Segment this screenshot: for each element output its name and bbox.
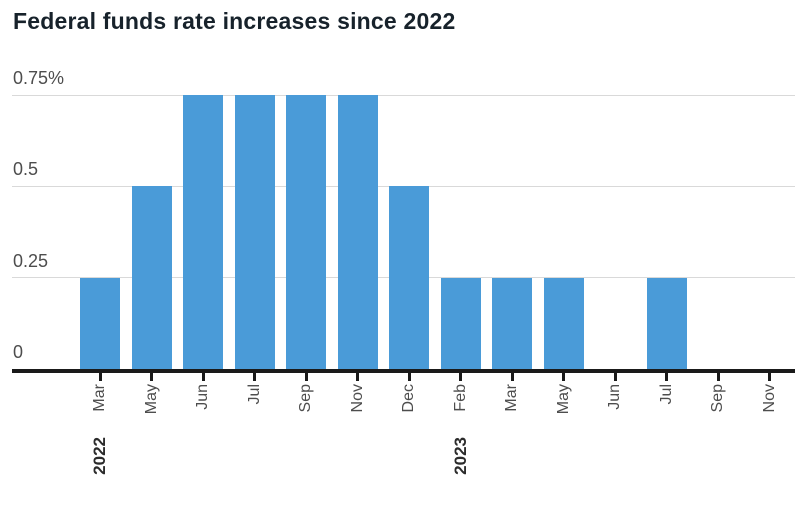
x-axis-tick [253, 373, 256, 381]
y-axis-tick-label: 0.75% [13, 68, 65, 88]
gridline-0.75 [12, 95, 795, 96]
x-axis-tick [305, 373, 308, 381]
bar-jun-2 [183, 95, 223, 369]
bar-may-1 [132, 186, 172, 369]
x-axis-tick-label: Sep [709, 384, 726, 413]
x-axis-tick [511, 373, 514, 381]
bar-jul-11 [647, 278, 687, 369]
x-axis-tick-label: Sep [297, 384, 314, 413]
x-axis-tick [459, 373, 462, 381]
y-axis-tick-label: 0 [13, 342, 24, 362]
chart-title: Federal funds rate increases since 2022 [13, 8, 456, 34]
bar-feb-7 [441, 278, 481, 369]
x-axis-tick-label: Dec [400, 384, 417, 413]
year-label-2023: 2023 [451, 437, 470, 475]
x-axis-tick [562, 373, 565, 381]
x-axis-tick-label: Feb [452, 384, 469, 412]
y-axis-tick-label: 0.25 [13, 251, 49, 271]
x-axis-tick-label: Jul [246, 384, 263, 405]
bar-dec-6 [389, 186, 429, 369]
x-axis-tick-label: Jun [606, 384, 623, 410]
x-axis-tick-label: Jul [658, 384, 675, 405]
x-axis-tick-label: Mar [91, 384, 108, 412]
x-axis-tick [665, 373, 668, 381]
x-axis-tick-label: Nov [349, 384, 366, 413]
bar-sep-4 [286, 95, 326, 369]
bar-jul-3 [235, 95, 275, 369]
x-axis-tick-label: Nov [761, 384, 778, 413]
x-axis-tick-label: May [143, 384, 160, 415]
x-axis-tick [717, 373, 720, 381]
x-axis-tick [408, 373, 411, 381]
x-axis-tick [99, 373, 102, 381]
x-axis-tick [150, 373, 153, 381]
y-axis-tick-label: 0.5 [13, 159, 39, 179]
x-axis-tick-label: Jun [194, 384, 211, 410]
bar-nov-5 [338, 95, 378, 369]
x-axis-tick [356, 373, 359, 381]
year-label-2022: 2022 [90, 437, 109, 475]
x-axis-tick [768, 373, 771, 381]
x-axis-tick-label: Mar [503, 384, 520, 412]
x-axis-tick [202, 373, 205, 381]
x-axis-tick [614, 373, 617, 381]
bar-may-9 [544, 278, 584, 369]
bar-mar-8 [492, 278, 532, 369]
x-axis-line [12, 369, 795, 373]
bar-mar-0 [80, 278, 120, 369]
x-axis-tick-label: May [555, 384, 572, 415]
